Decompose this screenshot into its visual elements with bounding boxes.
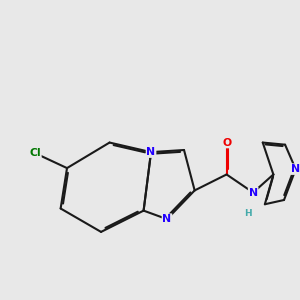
Text: Cl: Cl <box>29 148 41 158</box>
Text: N: N <box>291 164 300 174</box>
Text: N: N <box>162 214 172 224</box>
Text: H: H <box>244 209 252 218</box>
Text: N: N <box>249 188 258 197</box>
Text: O: O <box>222 138 231 148</box>
Text: N: N <box>146 147 156 157</box>
